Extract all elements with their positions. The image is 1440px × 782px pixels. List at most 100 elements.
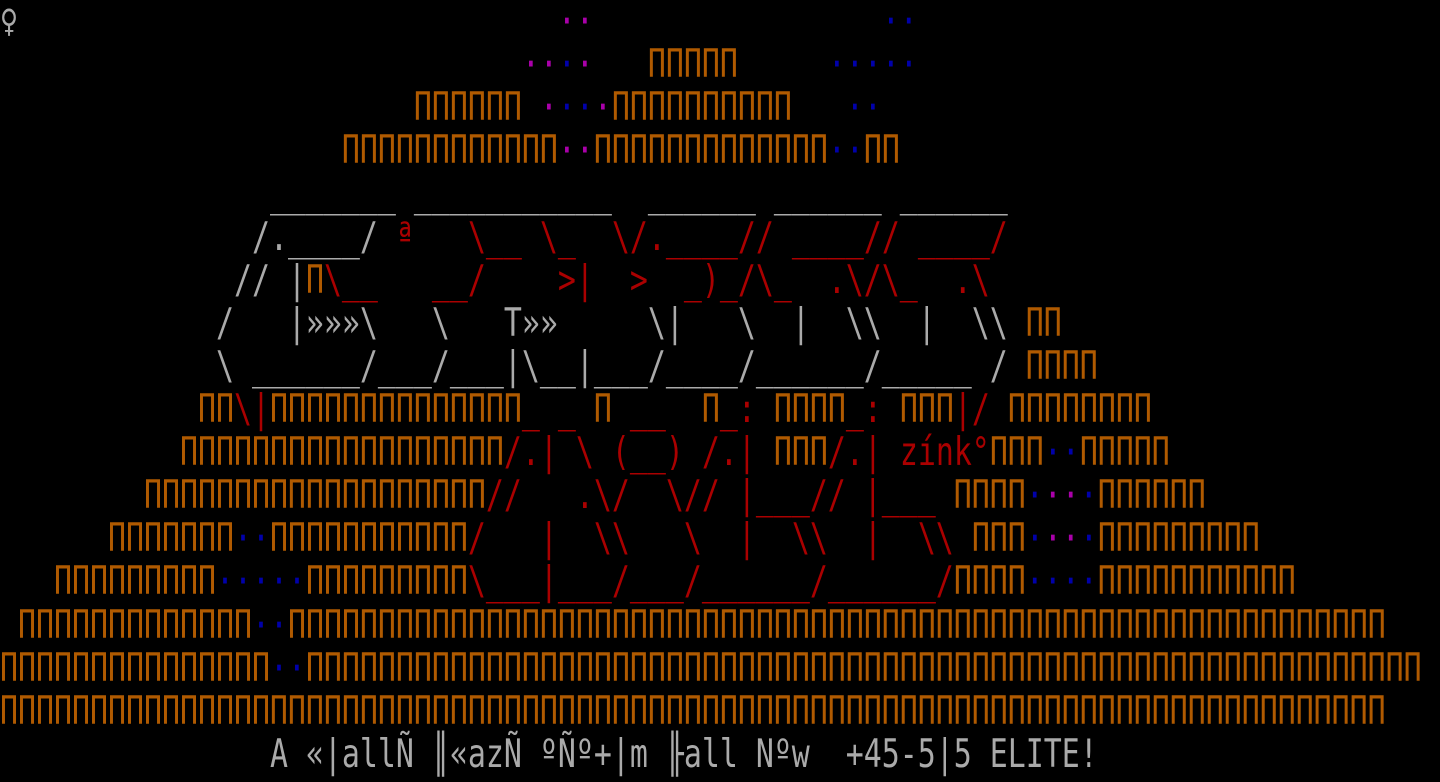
art-glyph-run: ΠΠΠΠΠΠΠΠΠΠΠΠΠ (593, 128, 828, 174)
art-glyph-run: ΠΠ (1025, 300, 1062, 346)
art-glyph-run: ·· (557, 0, 594, 45)
art-row: /.____/ ª \__ \_ \/.____// ____// ____/ (0, 209, 1440, 265)
art-glyph-run: ΠΠΠΠΠΠΠΠΠΠΠΠΠ (18, 602, 252, 648)
art-glyph-run: ΠΠΠΠΠ (647, 41, 738, 88)
art-glyph-run: /.| zínk° (827, 429, 990, 476)
art-glyph-run: ΠΠΠ (989, 429, 1044, 476)
art-glyph-run: ····· (827, 41, 918, 88)
art-glyph-run: ΠΠΠΠΠΠΠΠΠΠΠΠΠΠΠΠΠΠ (179, 429, 504, 476)
art-row: ΠΠΠΠΠΠΠΠΠ·····ΠΠΠΠΠΠΠΠΠ\___|___/___/____… (0, 554, 1440, 610)
art-glyph-run: _: (845, 386, 900, 433)
art-glyph-run: ♀ (0, 0, 18, 45)
art-glyph-run: ΠΠΠΠΠΠΠΠΠΠΠΠΠΠΠΠΠΠΠ (143, 472, 486, 519)
art-glyph-run: ΠΠΠΠΠΠΠΠΠ (54, 559, 216, 605)
art-glyph-run: ΠΠ (863, 128, 900, 174)
art-glyph-run: \| (233, 386, 270, 433)
art-glyph-run: ΠΠ (197, 386, 234, 433)
art-glyph-run: |/ (953, 386, 1008, 433)
art-glyph-run: ΠΠΠΠΠΠΠΠΠΠΠΠΠΠΠΠΠΠΠΠΠΠΠΠΠΠΠΠΠΠΠΠΠΠΠΠΠΠΠΠ… (305, 645, 1422, 691)
art-glyph-run: ···· (1025, 559, 1098, 605)
art-row: \ ______/___/___|\__|___/____/______/___… (0, 338, 1440, 394)
art-glyph-run: ·· (557, 128, 594, 174)
art-glyph-run: ΠΠΠΠ (773, 386, 846, 433)
art-glyph-run: \__ \_ \/.____// ____// ____/ (467, 214, 1008, 260)
art-glyph-run: ·· (881, 0, 918, 45)
art-glyph-run: ····· (215, 559, 306, 605)
art-row: ΠΠΠΠΠΠΠΠΠΠΠΠΠΠΠΠΠΠ/.| \ (__) /.| ΠΠΠ/.| … (0, 425, 1440, 481)
art-glyph-run: ΠΠΠΠΠΠΠΠΠ (1097, 516, 1260, 562)
art-row: // |Π\__ __/ >| > _)_/\_ .\/\_ .\ (0, 252, 1440, 308)
art-glyph-run: ·· (827, 128, 864, 174)
art-glyph-run: ΠΠΠ (773, 429, 828, 476)
art-row: ΠΠΠΠΠΠΠΠΠΠΠΠΠΠΠΠΠΠΠΠΠΠΠΠΠΠΠΠΠΠΠΠΠΠΠΠΠΠΠΠ… (0, 683, 1440, 739)
art-glyph-run: ΠΠΠ (899, 386, 954, 433)
art-glyph-run: ΠΠΠΠΠΠΠΠΠΠΠ (269, 516, 468, 562)
art-glyph-run: A «|allÑ ║«azÑ ºÑº+|m ╟all Nºw +45-5|5 E… (269, 731, 1098, 778)
art-row: ΠΠΠΠΠΠΠΠΠΠΠΠΠΠΠ··ΠΠΠΠΠΠΠΠΠΠΠΠΠΠΠΠΠΠΠΠΠΠΠ… (0, 640, 1440, 696)
art-glyph-run: ª (395, 214, 414, 260)
art-glyph-run: ΠΠΠΠΠΠΠΠΠΠΠ (1097, 559, 1296, 605)
art-glyph-run: / | \\ \ | \\ | \\ (467, 516, 972, 562)
art-row: ΠΠΠΠΠΠΠΠΠΠΠΠΠ··ΠΠΠΠΠΠΠΠΠΠΠΠΠΠΠΠΠΠΠΠΠΠΠΠΠ… (0, 597, 1440, 653)
art-spacing (0, 732, 270, 778)
art-row: _______ ___________ ______ ______ ______ (0, 166, 1440, 222)
art-glyph-run: Π (593, 386, 612, 433)
art-row: ΠΠΠΠΠΠΠΠΠΠΠΠΠΠΠΠΠΠΠ// .\/ \// |___// |__… (0, 468, 1440, 524)
art-glyph-run: ΠΠΠΠΠΠΠΠΠΠΠΠΠΠΠΠΠΠΠΠΠΠΠΠΠΠΠΠΠΠΠΠΠΠΠΠΠΠΠΠ… (287, 602, 1386, 648)
art-glyph-run: ·· (1043, 516, 1080, 562)
art-row: ···· ΠΠΠΠΠ ····· (0, 37, 1440, 93)
art-glyph-run: ΠΠΠΠΠΠΠΠΠΠΠΠΠΠ (269, 386, 522, 433)
art-glyph-run: // .\/ \// |___// |___ (485, 472, 954, 519)
art-glyph-run: Π (701, 386, 720, 433)
art-glyph-run: · (1079, 516, 1098, 562)
art-glyph-run: ΠΠΠΠΠΠΠΠΠΠΠΠΠΠΠΠΠΠΠΠΠΠΠΠΠΠΠΠΠΠΠΠΠΠΠΠΠΠΠΠ… (0, 688, 1386, 734)
art-glyph-run: ΠΠΠΠΠΠΠ (107, 516, 234, 562)
art-glyph-run: ΠΠΠΠ (953, 559, 1026, 605)
art-glyph-run: \___|___/___/______/______/ (467, 559, 954, 605)
art-row: ΠΠ\|ΠΠΠΠΠΠΠΠΠΠΠΠΠΠ_ _ Π __ Π_: ΠΠΠΠ_: ΠΠ… (0, 382, 1440, 438)
art-glyph-run: ·· (1043, 472, 1080, 519)
art-glyph-run: ΠΠΠΠ (1025, 343, 1098, 390)
art-glyph-run: ΠΠΠΠΠ (1079, 429, 1170, 476)
art-row: ΠΠΠΠΠΠΠ··ΠΠΠΠΠΠΠΠΠΠΠ/ | \\ \ | \\ | \\ Π… (0, 511, 1440, 567)
art-glyph-run: _ _ (521, 386, 594, 433)
art-glyph-run: · (557, 41, 576, 88)
art-glyph-run: · (1079, 472, 1098, 519)
art-glyph-run: ΠΠΠΠΠΠΠΠ (1007, 386, 1152, 433)
art-glyph-run: Π (305, 257, 324, 303)
art-row: ΠΠΠΠΠΠ ····ΠΠΠΠΠΠΠΠΠΠ ·· (0, 80, 1440, 136)
art-glyph-run: ·· (269, 645, 306, 691)
art-glyph-run: ΠΠΠΠΠΠΠΠΠΠΠΠΠΠΠ (0, 645, 270, 691)
art-glyph-run: · (1025, 472, 1044, 519)
art-glyph-run: ·· (251, 602, 288, 648)
art-glyph-run: ΠΠΠ (971, 516, 1026, 562)
art-glyph-run: _: (719, 386, 774, 433)
art-glyph-run: ΠΠΠΠΠΠΠΠΠ (305, 559, 468, 605)
art-glyph-run: ·· (557, 84, 594, 131)
art-glyph-run: / |»»»\ \ T»» \| \ | \\ | \\ (215, 300, 1008, 346)
art-glyph-run: ΠΠΠΠΠΠΠΠΠΠ (611, 84, 792, 131)
art-row: / |»»»\ \ T»» \| \ | \\ | \\ ΠΠ (0, 295, 1440, 351)
art-glyph-run: /.| \ (__) /.| (503, 429, 774, 476)
art-glyph-run: · (1025, 516, 1044, 562)
art-glyph-run: /.____/ (251, 214, 378, 260)
art-row: ΠΠΠΠΠΠΠΠΠΠΠΠ··ΠΠΠΠΠΠΠΠΠΠΠΠΠ··ΠΠ (0, 123, 1440, 179)
art-glyph-run: \__ __/ >| > _)_/\_ .\/\_ .\ (323, 257, 990, 303)
art-glyph-run: ·· (1043, 429, 1080, 476)
art-row: ♀ ·· ·· (0, 0, 1440, 50)
art-glyph-run: ΠΠΠΠΠΠΠΠΠΠΠΠ (341, 128, 558, 174)
status-line: A «|allÑ ║«azÑ ºÑº+|m ╟all Nºw +45-5|5 E… (0, 726, 1440, 782)
art-glyph-run: ·· (521, 41, 558, 88)
art-glyph-run: ΠΠΠΠ (953, 472, 1026, 519)
art-glyph-run: _______ ___________ ______ ______ ______ (269, 171, 1008, 217)
art-glyph-run: · (575, 41, 594, 88)
art-glyph-run: ·· (233, 516, 270, 562)
art-glyph-run: \ ______/___/___|\__|___/____/______/___… (215, 343, 1008, 390)
art-glyph-run: __ (611, 386, 702, 433)
art-glyph-run: ΠΠΠΠΠΠ (413, 84, 522, 131)
art-glyph-run: · (539, 84, 558, 131)
art-glyph-run: ·· (845, 84, 882, 131)
art-glyph-run: · (593, 84, 612, 131)
art-glyph-run: ΠΠΠΠΠΠ (1097, 472, 1206, 519)
